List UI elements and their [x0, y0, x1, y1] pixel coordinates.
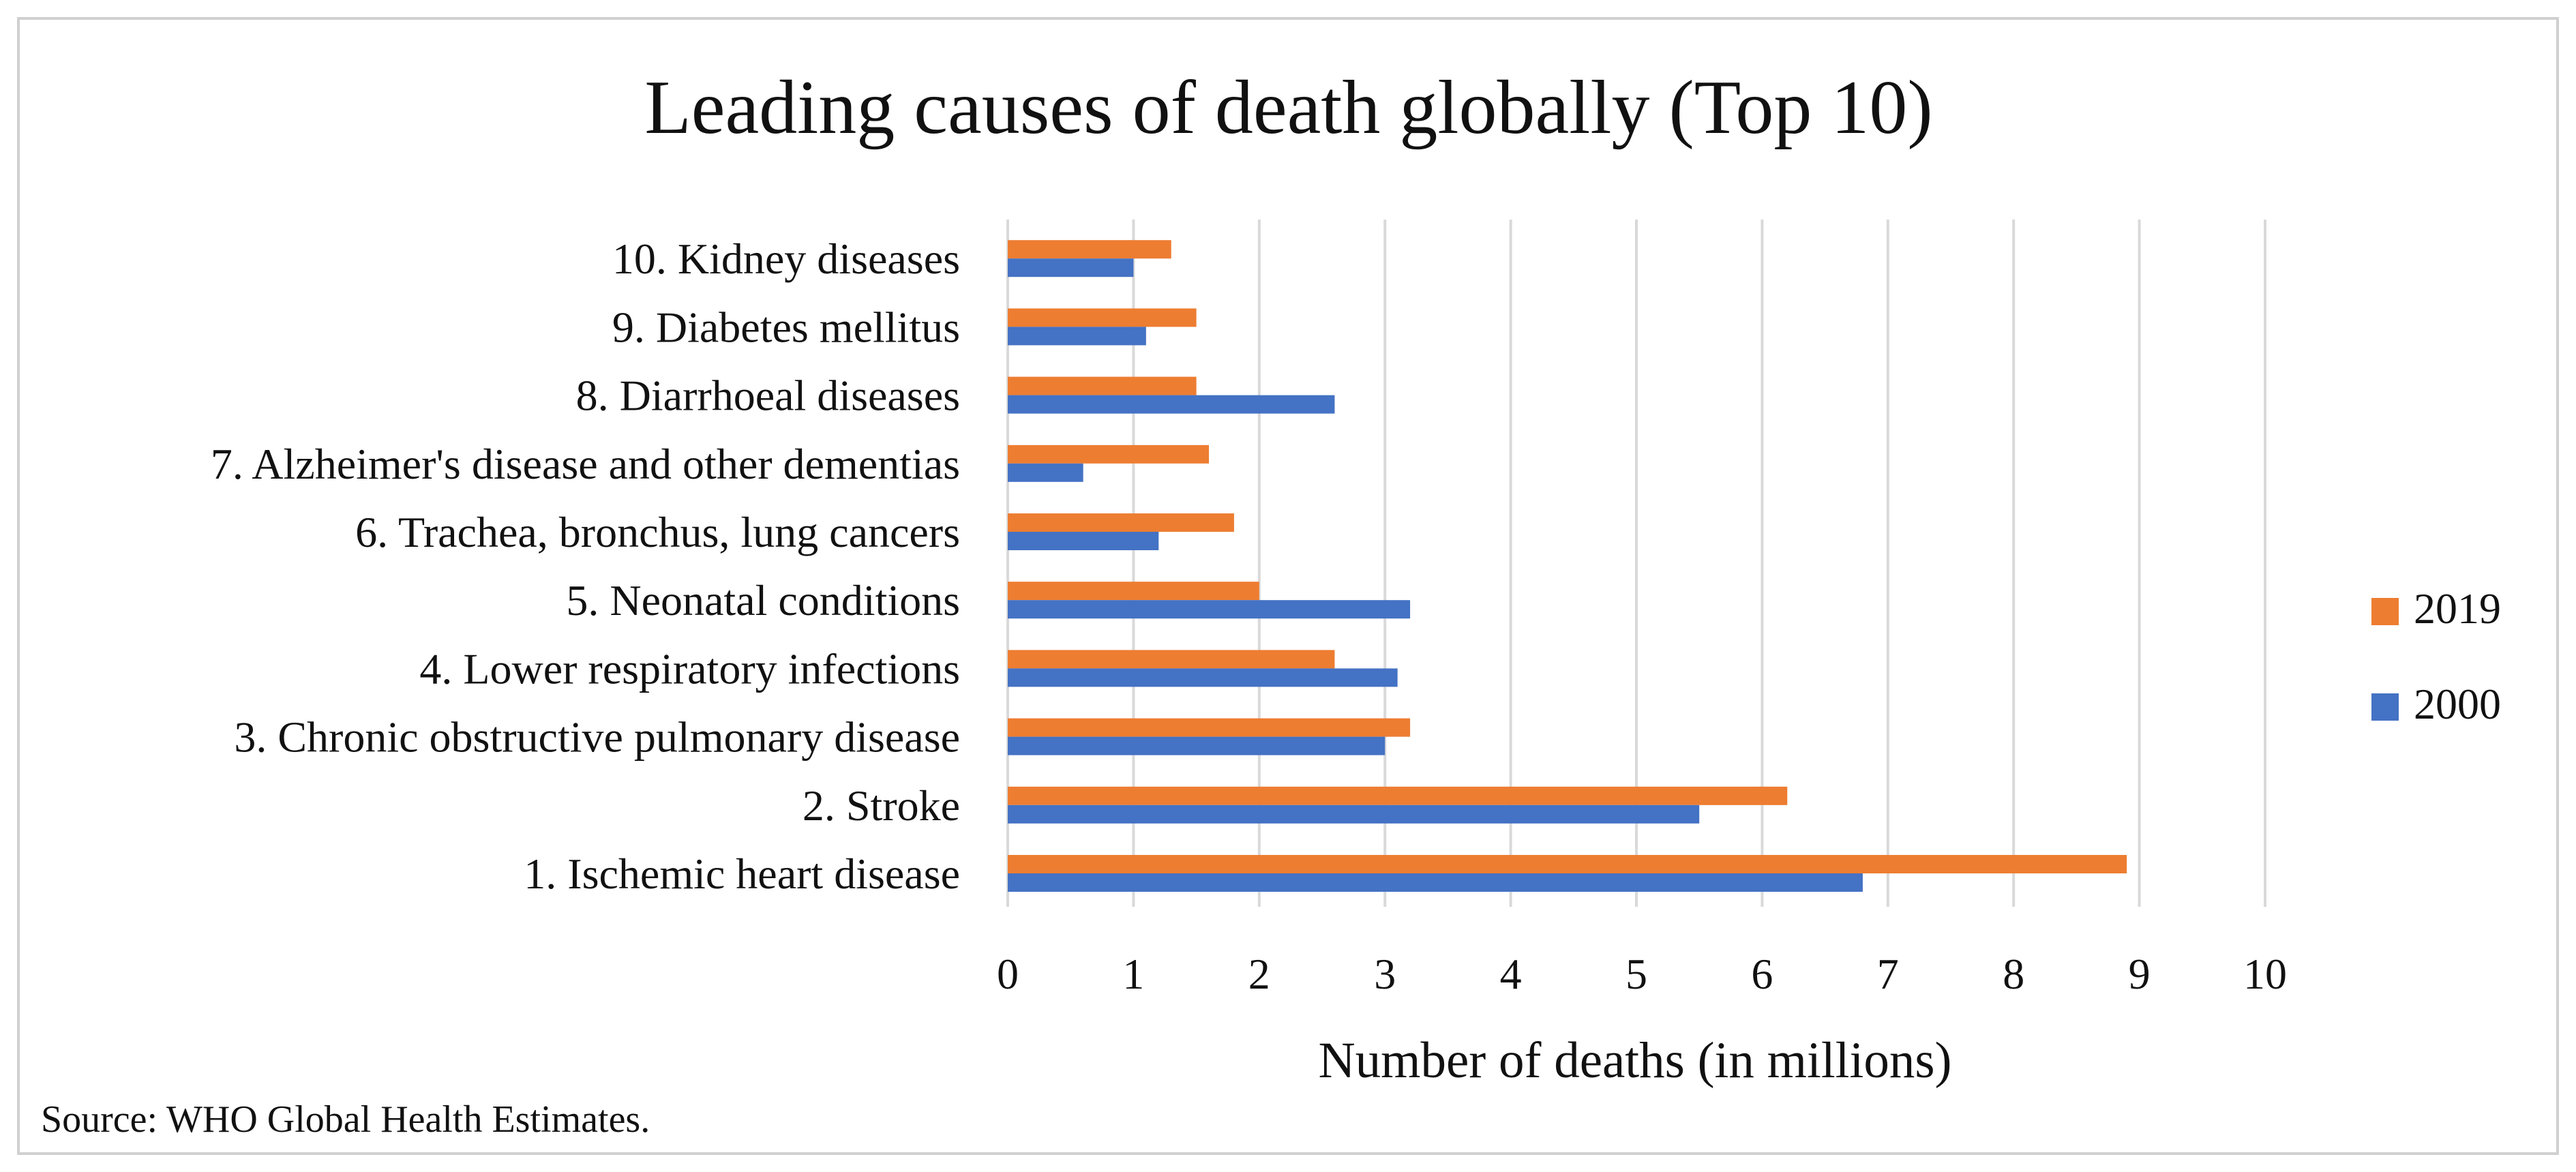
x-tick-label: 9	[2129, 950, 2151, 998]
legend-swatch-2000	[2371, 693, 2399, 721]
bar-2000	[1008, 258, 1134, 277]
bar-2000	[1008, 600, 1411, 619]
x-tick-label: 0	[997, 950, 1019, 998]
bar-2000	[1008, 395, 1335, 414]
bar-2000	[1008, 736, 1386, 755]
legend-label-2019: 2019	[2414, 584, 2501, 633]
bar-2000	[1008, 668, 1398, 687]
x-tick-label: 1	[1122, 950, 1144, 998]
bar-2019	[1008, 240, 1171, 259]
bar-2019	[1008, 376, 1197, 395]
bar-2019	[1008, 308, 1197, 327]
bar-2000	[1008, 532, 1159, 550]
category-label: 9. Diabetes mellitus	[612, 303, 960, 351]
category-label: 1. Ischemic heart disease	[524, 850, 960, 898]
x-tick-labels: 0 1 2 3 4 5 6 7 8 9 10	[997, 950, 2287, 998]
bar-2019	[1008, 513, 1234, 532]
bar-2000	[1008, 463, 1083, 482]
bar-2019	[1008, 718, 1411, 737]
x-tick-label: 7	[1877, 950, 1899, 998]
bar-2019	[1008, 582, 1259, 601]
x-tick-label: 5	[1626, 950, 1647, 998]
category-label: 3. Chronic obstructive pulmonary disease	[234, 713, 960, 762]
category-label: 4. Lower respiratory infections	[419, 644, 960, 693]
x-tick-label: 4	[1500, 950, 1522, 998]
x-tick-label: 10	[2243, 950, 2287, 998]
bar-2019	[1008, 650, 1335, 669]
category-label: 7. Alzheimer's disease and other dementi…	[211, 440, 960, 488]
chart-title: Leading causes of death globally (Top 10…	[644, 65, 1932, 150]
bar-2019	[1008, 786, 1788, 805]
x-tick-label: 2	[1248, 950, 1270, 998]
source-note: Source: WHO Global Health Estimates.	[41, 1098, 650, 1141]
bars	[1008, 240, 2127, 892]
category-label: 2. Stroke	[803, 781, 960, 830]
bar-2000	[1008, 873, 1863, 892]
legend: 2019 2000	[2371, 584, 2501, 728]
x-tick-label: 3	[1374, 950, 1396, 998]
legend-swatch-2019	[2371, 598, 2399, 625]
x-tick-label: 6	[1751, 950, 1773, 998]
bar-2019	[1008, 855, 2127, 873]
category-label: 8. Diarrhoeal diseases	[576, 372, 960, 420]
category-label: 6. Trachea, bronchus, lung cancers	[355, 508, 960, 556]
bar-2000	[1008, 805, 1700, 824]
bar-2019	[1008, 445, 1210, 464]
x-axis-label: Number of deaths (in millions)	[1318, 1032, 1951, 1089]
category-label: 10. Kidney diseases	[612, 235, 960, 283]
legend-label-2000: 2000	[2414, 680, 2501, 728]
category-label: 5. Neonatal conditions	[566, 576, 960, 625]
category-labels: 1. Ischemic heart disease 2. Stroke 3. Chr…	[211, 235, 960, 898]
bar-2000	[1008, 327, 1146, 346]
chart-border	[17, 17, 2559, 1155]
x-tick-label: 8	[2003, 950, 2024, 998]
